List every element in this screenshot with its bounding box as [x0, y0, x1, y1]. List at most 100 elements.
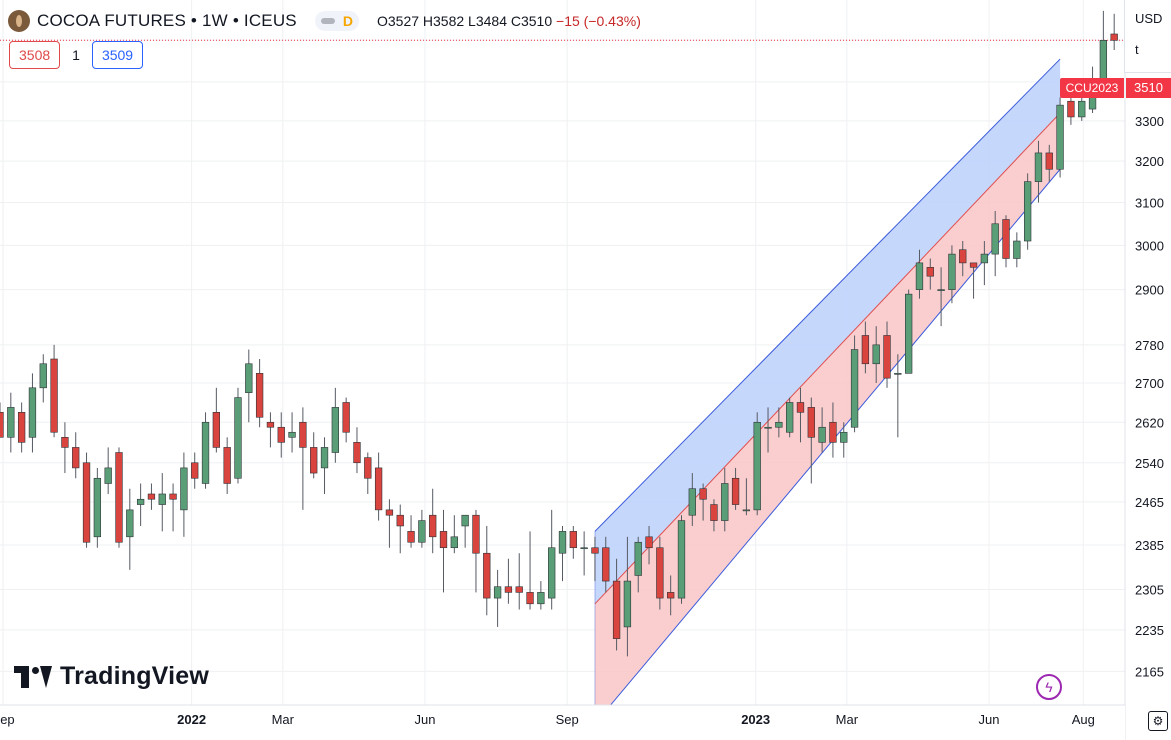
candle-up: [1099, 40, 1108, 83]
candle-up: [1078, 100, 1086, 118]
y-tick-label: 2540: [1135, 456, 1164, 471]
y-tick-label: 2900: [1135, 283, 1164, 298]
price-axis-bg: [1125, 0, 1171, 740]
candle-down: [429, 514, 437, 538]
candle-up: [991, 223, 999, 255]
candle-up: [418, 520, 426, 543]
buy-button[interactable]: 3509: [91, 41, 144, 69]
candle-up: [786, 402, 794, 433]
candle-down: [342, 402, 350, 433]
unit-label: t: [1135, 42, 1139, 57]
delayed-data-badge: D: [342, 13, 353, 29]
candle-down: [710, 504, 718, 521]
candle-up: [580, 547, 588, 550]
candle-up: [320, 447, 329, 469]
candle-down: [50, 358, 58, 433]
x-tick-label: Jun: [414, 712, 435, 727]
candle-down: [82, 462, 91, 543]
candle-up: [39, 363, 47, 389]
candle-down: [353, 442, 361, 464]
candle-down: [796, 402, 805, 413]
candle-down: [829, 421, 837, 443]
candle-up: [180, 467, 188, 511]
candle-down: [385, 509, 394, 516]
candle-up: [980, 253, 989, 264]
y-tick-label: 2385: [1135, 538, 1164, 553]
y-tick-label: 3100: [1135, 196, 1164, 211]
tradingview-logo[interactable]: TradingView: [14, 662, 209, 691]
change-text: −15 (−0.43%): [556, 13, 641, 29]
candle-down: [17, 412, 26, 443]
candle-down: [299, 421, 307, 448]
candle-up: [753, 421, 761, 511]
candle-up: [905, 293, 913, 374]
candle-down: [1045, 152, 1053, 170]
candle-down: [439, 531, 448, 549]
candle-down: [1067, 100, 1075, 118]
x-tick-label: 2022: [177, 712, 206, 727]
candle-down: [1002, 219, 1010, 259]
candle-down: [526, 592, 534, 605]
candle-down: [1110, 33, 1118, 41]
candle-up: [937, 289, 945, 291]
y-tick-label: 2465: [1135, 495, 1164, 510]
candle-up: [775, 421, 783, 428]
candle-up: [461, 514, 469, 527]
candle-up: [677, 520, 686, 599]
y-tick-label: 3200: [1135, 154, 1164, 169]
settings-icon[interactable]: ⚙: [1148, 711, 1168, 731]
candle-up: [872, 344, 880, 365]
candle-down: [667, 592, 675, 599]
y-tick-label: 3300: [1135, 114, 1164, 129]
candle-up: [894, 373, 902, 375]
x-tick-label: 2023: [741, 712, 770, 727]
candle-up: [136, 498, 145, 505]
y-tick-label: 2700: [1135, 376, 1164, 391]
data-status-pill[interactable]: D: [314, 11, 359, 31]
symbol-title[interactable]: COCOA FUTURES • 1W • ICEUS: [37, 11, 297, 30]
currency-unit-box[interactable]: USD t: [1124, 0, 1171, 73]
trade-panel: 3508 1 3509: [9, 41, 144, 69]
candle-down: [472, 514, 480, 554]
sell-button[interactable]: 3508: [9, 41, 61, 69]
y-tick-label: 2235: [1135, 623, 1164, 638]
candle-down: [61, 436, 69, 448]
candle-down: [223, 447, 231, 484]
channel-lower-band: [594, 112, 1061, 724]
candle-down: [602, 547, 610, 582]
candle-down: [364, 457, 372, 479]
y-tick-label: 2780: [1135, 338, 1164, 353]
candle-up: [126, 509, 134, 538]
channel-upper-line: [594, 58, 1061, 532]
candle-up: [158, 493, 166, 505]
candle-down: [374, 467, 383, 511]
candle-up: [493, 586, 502, 599]
candle-down: [191, 462, 199, 479]
candle-up: [721, 483, 729, 521]
quantity-value[interactable]: 1: [72, 47, 80, 63]
candle-up: [634, 541, 642, 576]
time-axis-bg: [0, 705, 1125, 740]
lightning-icon[interactable]: ϟ: [1036, 674, 1062, 700]
candle-down: [212, 412, 220, 448]
candle-down: [959, 249, 967, 264]
candle-down: [926, 267, 934, 277]
candle-up: [1013, 240, 1021, 259]
candle-up: [1056, 104, 1064, 170]
candle-down: [969, 262, 978, 268]
candle-up: [331, 407, 339, 453]
candle-down: [169, 493, 177, 500]
tradingview-wordmark: TradingView: [60, 662, 210, 690]
cocoa-bean-icon: [8, 10, 30, 32]
channel-middle-line: [594, 112, 1061, 605]
candle-down: [731, 477, 740, 505]
x-tick-label: Sep: [556, 712, 579, 727]
x-tick-label: Mar: [836, 712, 859, 727]
candle-down: [277, 426, 285, 443]
tradingview-mark-icon: [14, 665, 52, 688]
candle-up: [1023, 181, 1032, 242]
ohlc-text: O3527 H3582 L3484 C3510: [376, 13, 553, 29]
candle-up: [245, 363, 253, 393]
candle-down: [656, 547, 664, 599]
